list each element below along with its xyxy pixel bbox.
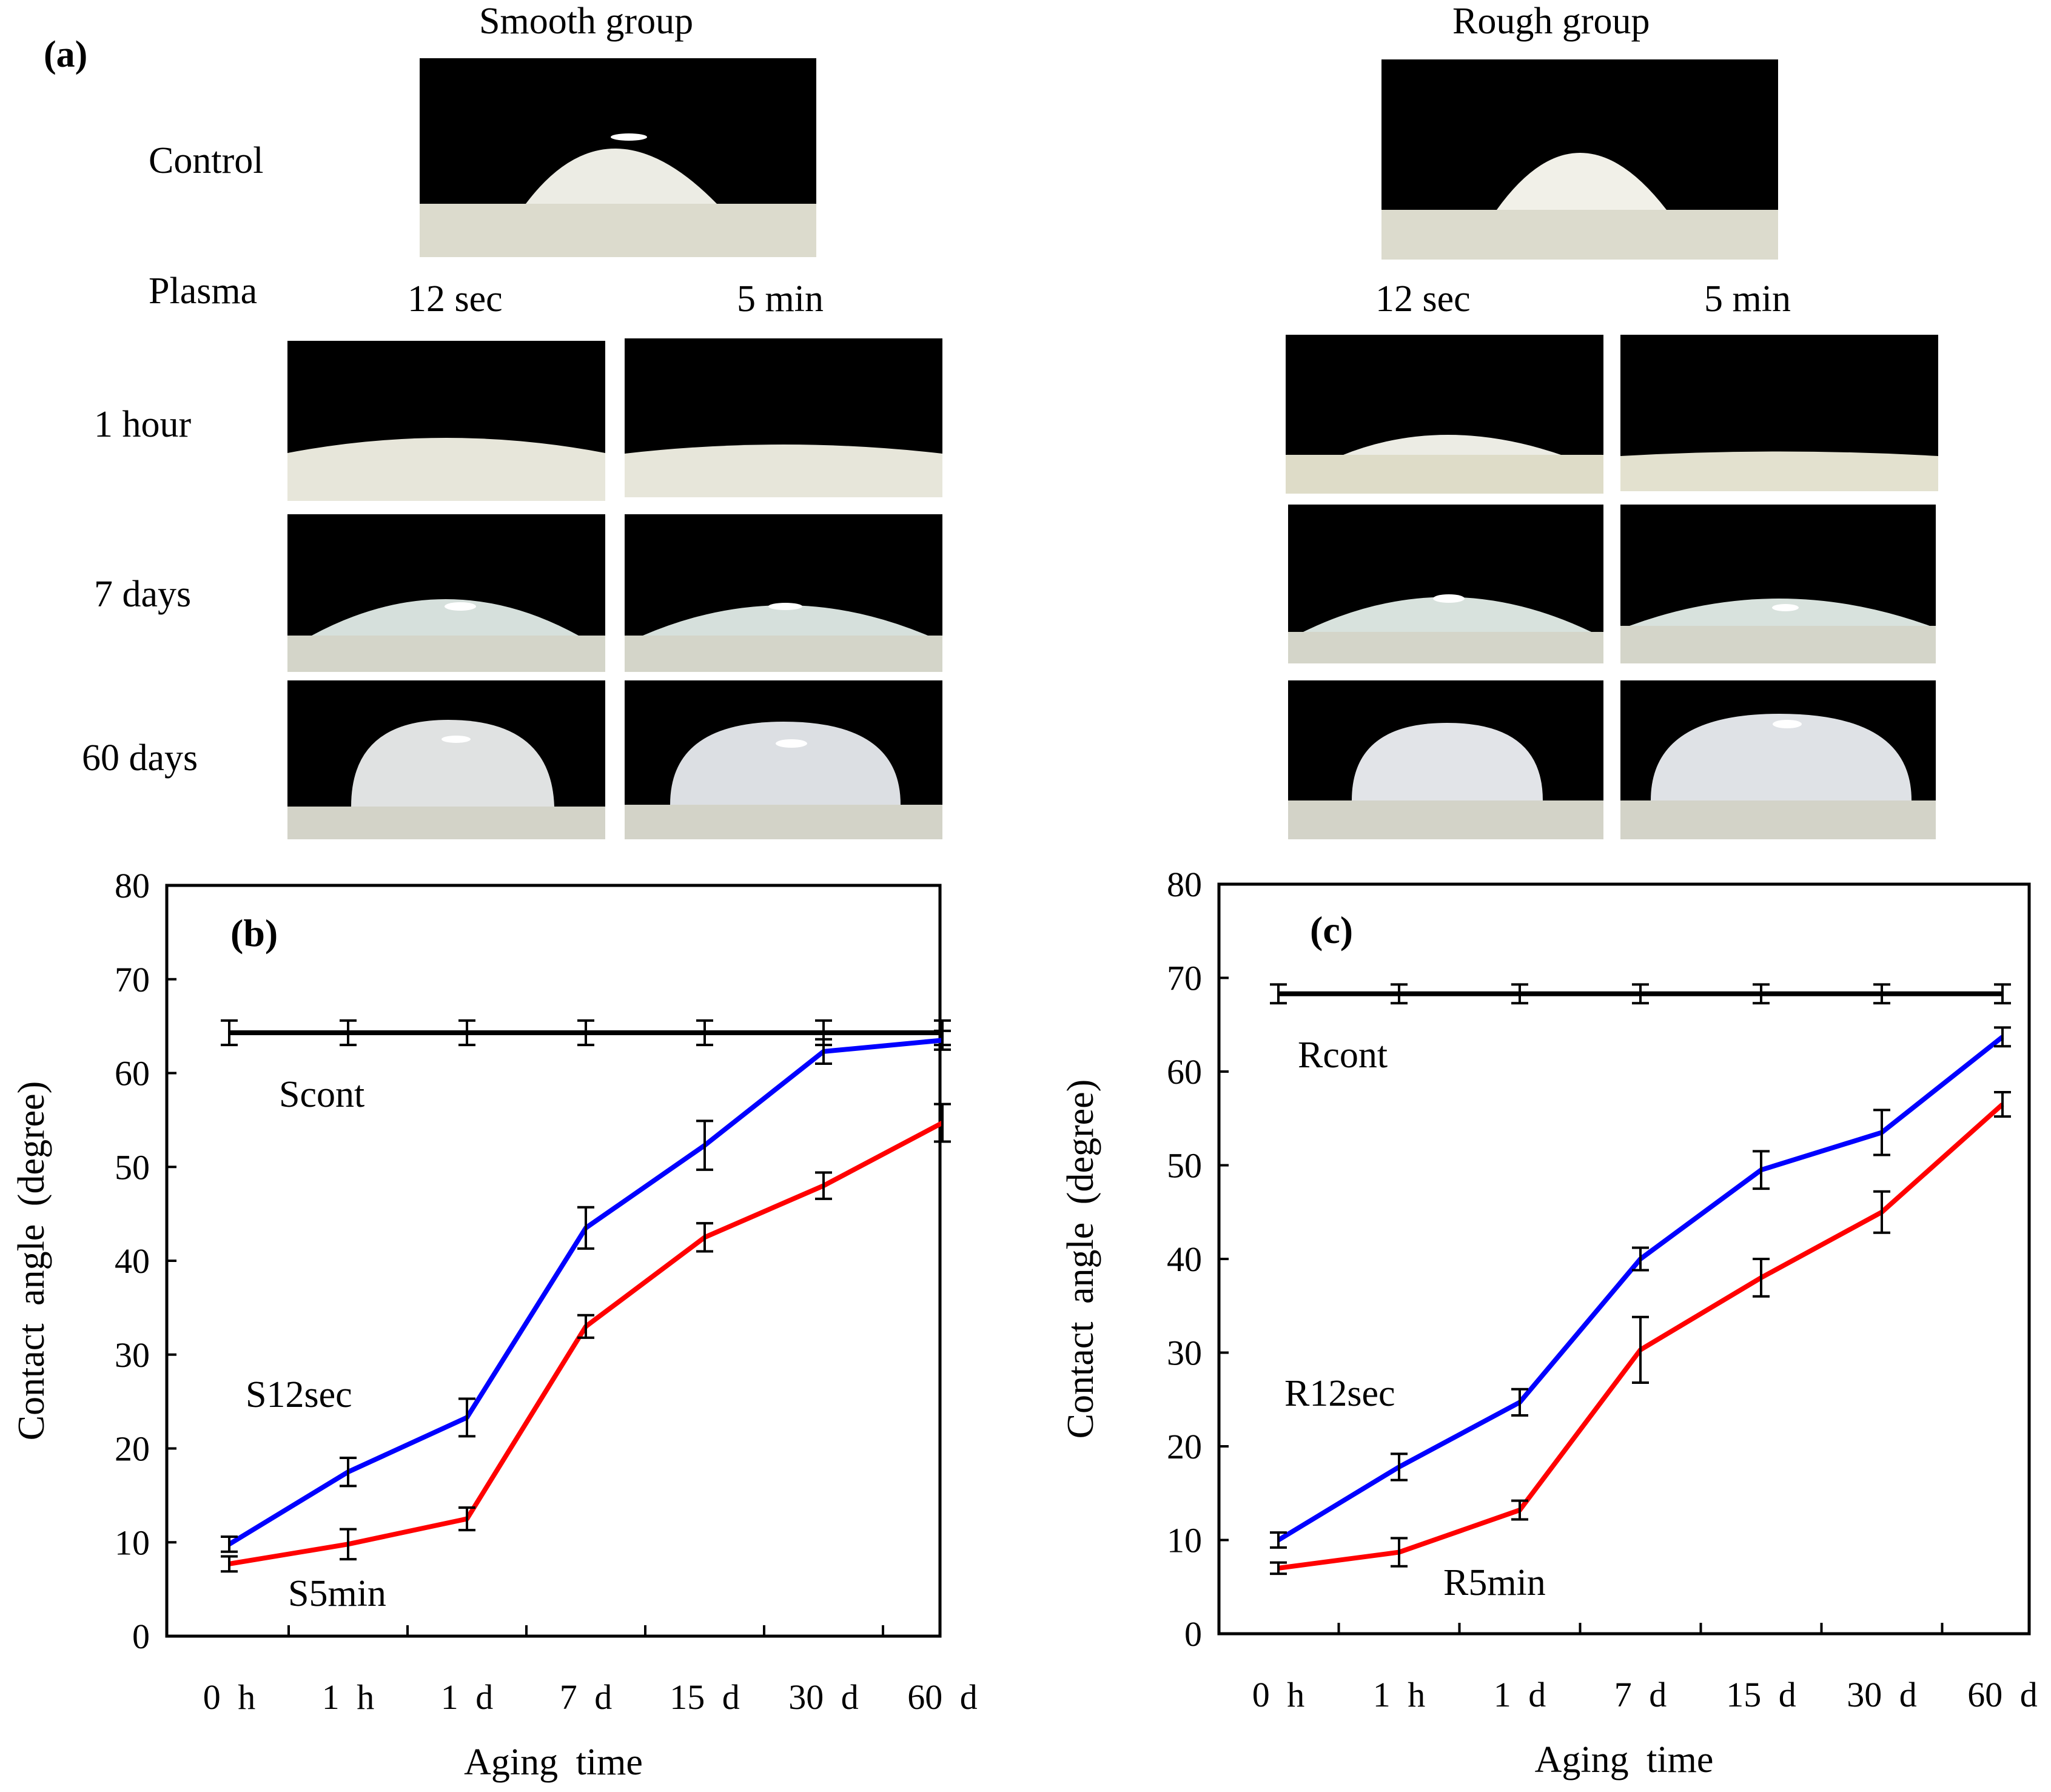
row-label-1-hour: 1 hour: [94, 404, 192, 445]
b-x-tick-label: 7 d: [560, 1677, 613, 1717]
rough-control-droplet-photo: [1381, 59, 1778, 260]
b-x-tick-label: 1 h: [322, 1677, 375, 1717]
rough-5min-7days-photo: [1620, 505, 1936, 663]
smooth-12sec-1hour-photo: [287, 341, 605, 501]
b-x-tick-label: 15 d: [670, 1677, 740, 1717]
b-y-tick-label: 40: [115, 1241, 150, 1281]
b-y-axis-title: Contact angle (degree): [11, 1081, 52, 1441]
smooth-col-5min: 5 min: [737, 278, 824, 320]
smooth-col-12sec: 12 sec: [408, 278, 503, 320]
plasma-label: Plasma: [149, 270, 258, 312]
b-plot-frame: [165, 884, 942, 1638]
b-series-line-S5min: [229, 1120, 944, 1566]
b-panel-label: (b): [230, 911, 278, 955]
b-y-tick-label: 80: [115, 866, 150, 905]
smooth-5min-60days-photo: [625, 680, 942, 839]
smooth-5min-1hour-photo: [625, 338, 942, 497]
b-y-tick-label: 50: [115, 1147, 150, 1187]
b-x-tick-label: 1 d: [441, 1677, 494, 1717]
rough-col-12sec: 12 sec: [1375, 278, 1471, 320]
rough-5min-1hour-photo: [1620, 335, 1938, 491]
control-label: Control: [149, 140, 264, 181]
b-series-label-S12sec: S12sec: [246, 1374, 352, 1415]
row-label-60-days: 60 days: [82, 737, 198, 779]
b-x-tick-label: 0 h: [203, 1677, 256, 1717]
b-x-tick-label: 60 d: [907, 1677, 978, 1717]
panel-a-label: (a): [44, 34, 88, 75]
rough-12sec-1hour-photo: [1286, 335, 1603, 494]
b-y-tick-label: 0: [132, 1617, 150, 1656]
smooth-12sec-7days-photo: [287, 514, 605, 672]
b-y-tick-label: 70: [115, 960, 150, 999]
b-series-line-S12sec: [227, 1038, 943, 1546]
rough-col-5min: 5 min: [1704, 278, 1791, 320]
b-series-label-S5min: S5min: [288, 1573, 386, 1614]
b-y-tick-label: 20: [115, 1429, 150, 1469]
b-series-label-Scont: Scont: [279, 1074, 364, 1115]
b-y-tick-label: 30: [115, 1335, 150, 1375]
rough-5min-60days-photo: [1620, 680, 1936, 839]
smooth-5min-7days-photo: [625, 514, 942, 672]
b-y-tick-label: 60: [115, 1054, 150, 1093]
rough-12sec-7days-photo: [1288, 505, 1603, 663]
smooth-control-droplet-photo: [420, 58, 816, 257]
b-x-axis-title: Aging time: [464, 1742, 643, 1783]
row-label-7-days: 7 days: [94, 574, 192, 615]
b-x-tick-label: 30 d: [788, 1677, 859, 1717]
rough-group-title: Rough group: [1452, 1, 1650, 42]
smooth-12sec-60days-photo: [287, 680, 605, 839]
b-y-tick-label: 10: [115, 1523, 150, 1562]
rough-12sec-60days-photo: [1288, 680, 1603, 839]
smooth-group-title: Smooth group: [479, 1, 694, 42]
